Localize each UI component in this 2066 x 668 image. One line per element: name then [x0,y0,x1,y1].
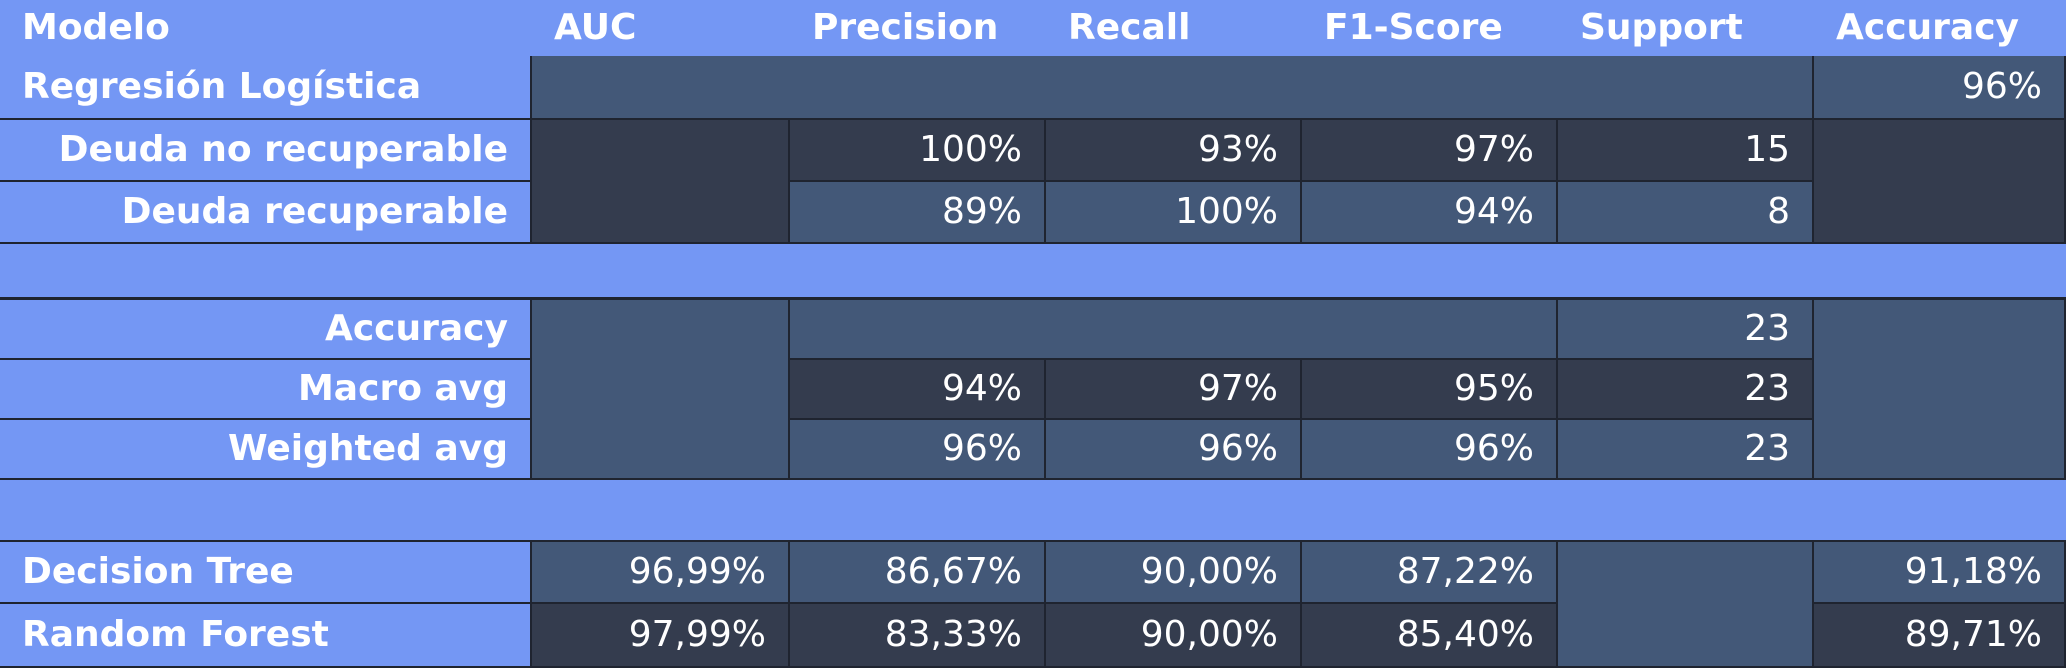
support-deuda-recuperable: 8 [1558,182,1814,244]
f1-deuda-recuperable: 94% [1302,182,1558,244]
row-label-weighted-avg: Weighted avg [0,420,532,480]
logistic-accuracy: 96% [1814,56,2066,120]
model-name-random-forest: Random Forest [0,604,532,668]
precision-decision-tree: 86,67% [790,542,1046,604]
support-deuda-no-recuperable: 15 [1558,120,1814,182]
recall-decision-tree: 90,00% [1046,542,1302,604]
support-accuracy: 23 [1558,300,1814,360]
recall-deuda-no-recuperable: 93% [1046,120,1302,182]
accuracy-decision-tree: 91,18% [1814,542,2066,604]
f1-random-forest: 85,40% [1302,604,1558,668]
accuracy-blank-summary [1814,300,2066,480]
precision-random-forest: 83,33% [790,604,1046,668]
precision-deuda-no-recuperable: 100% [790,120,1046,182]
model-name-decision-tree: Decision Tree [0,542,532,604]
row-label-deuda-recuperable: Deuda recuperable [0,182,532,244]
header-model: Modelo [0,0,532,56]
header-recall: Recall [1046,0,1302,56]
accuracy-row-blank-span [790,300,1558,360]
f1-macro-avg: 95% [1302,360,1558,420]
auc-blank-summary [532,300,790,480]
row-label-deuda-no-recuperable: Deuda no recuperable [0,120,532,182]
model-name-logistic: Regresión Logística [0,56,532,120]
auc-blank-classes [532,120,790,244]
recall-random-forest: 90,00% [1046,604,1302,668]
header-accuracy: Accuracy [1814,0,2066,56]
f1-decision-tree: 87,22% [1302,542,1558,604]
precision-deuda-recuperable: 89% [790,182,1046,244]
header-auc: AUC [532,0,790,56]
support-weighted-avg: 23 [1558,420,1814,480]
header-precision: Precision [790,0,1046,56]
logistic-blank-span [532,56,1814,120]
support-blank-models [1558,542,1814,668]
header-support: Support [1558,0,1814,56]
f1-weighted-avg: 96% [1302,420,1558,480]
spacer-band-1 [0,244,2066,300]
accuracy-random-forest: 89,71% [1814,604,2066,668]
row-label-macro-avg: Macro avg [0,360,532,420]
accuracy-blank-classes [1814,120,2066,244]
precision-weighted-avg: 96% [790,420,1046,480]
recall-deuda-recuperable: 100% [1046,182,1302,244]
support-macro-avg: 23 [1558,360,1814,420]
recall-macro-avg: 97% [1046,360,1302,420]
precision-macro-avg: 94% [790,360,1046,420]
auc-decision-tree: 96,99% [532,542,790,604]
f1-deuda-no-recuperable: 97% [1302,120,1558,182]
spacer-band-2 [0,480,2066,542]
recall-weighted-avg: 96% [1046,420,1302,480]
auc-random-forest: 97,99% [532,604,790,668]
header-f1: F1-Score [1302,0,1558,56]
row-label-accuracy: Accuracy [0,300,532,360]
